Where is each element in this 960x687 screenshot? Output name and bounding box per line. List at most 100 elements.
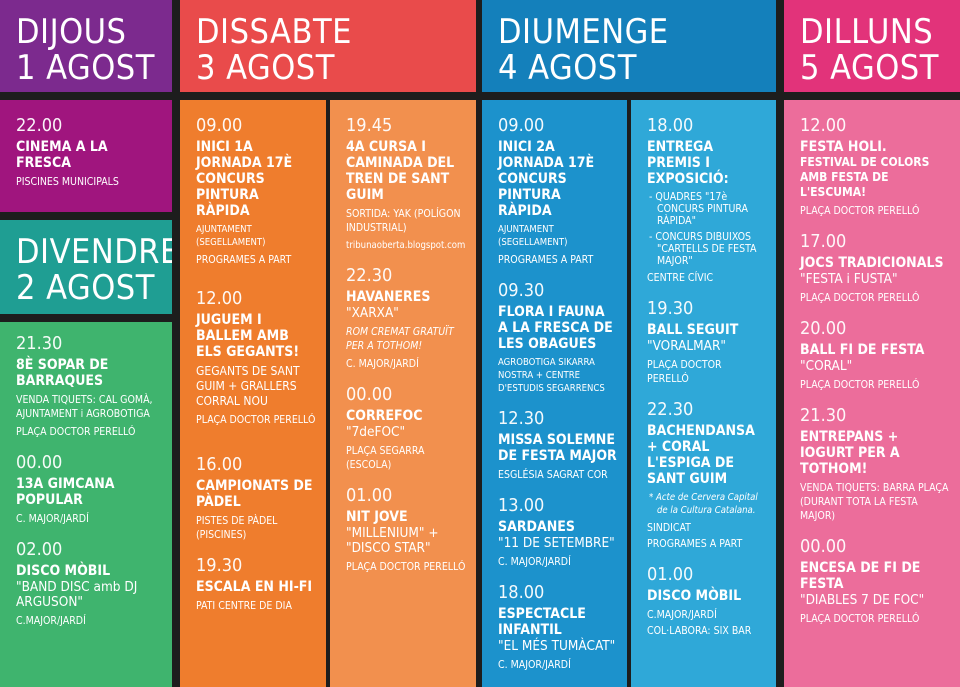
event-time: 12.30: [498, 408, 545, 429]
day-date: 5 AGOST: [800, 48, 939, 88]
event-subtitle: "MILLENIUM" + "DISCO STAR": [346, 525, 439, 556]
event-jocs-tradicionals: 17.00 JOCS TRADICIONALS "FESTA i FUSTA" …: [800, 232, 950, 305]
event-title: 4a CURSA i CAMINADA DEL TREN DE SANT GUI…: [346, 139, 455, 203]
event-subtitle: "11 DE SETEMBRE": [498, 535, 615, 551]
event-time: 19.45: [346, 115, 393, 136]
event-entrepans: 21.30 ENTREPANS + IOGURT PER A TOTHOM! V…: [800, 406, 950, 523]
event-sardanes: 13.00 SARDANES "11 DE SETEMBRE" C. MAJOR…: [498, 496, 617, 569]
event-title: JOCS TRADICIONALS: [800, 255, 944, 271]
event-title: JUGUEM i BALLEM AMB ELS GEGANTS!: [196, 312, 300, 360]
day-date: 1 AGOST: [16, 48, 155, 88]
event-time: 01.00: [346, 485, 393, 506]
event-title: DISCO MÒBIL: [647, 588, 742, 604]
event-location: PISTES DE PÀDEL (PISCINES): [196, 515, 278, 541]
event-disco-mobil: 02.00 DISCO MÒBIL "BAND DISC amb DJ ARGU…: [16, 540, 162, 628]
event-title: 8è SOPAR DE BARRAQUES: [16, 357, 109, 389]
event-cinema: 22.00 CINEMA A LA FRESCA PISCINES MUNICI…: [16, 116, 162, 189]
event-padel: 16.00 CAMPIONATS DE PÀDEL PISTES DE PÀDE…: [196, 455, 316, 542]
event-time: 22.00: [16, 115, 63, 136]
event-encesa: 00.00 ENCESA DE FI DE FESTA "DIABLES 7 D…: [800, 537, 950, 626]
event-ball-seguit: 19.30 BALL SEGUIT "VORALMAR" PLAÇA DOCTO…: [647, 299, 766, 386]
event-gegants: 12.00 JUGUEM i BALLEM AMB ELS GEGANTS! G…: [196, 289, 316, 427]
event-location: C.MAJOR/JARDÍ: [647, 609, 717, 621]
event-location: PLAÇA DOCTOR PERELLÓ: [647, 359, 722, 385]
event-festa-holi: 12.00 FESTA HOLI. FESTIVAL DE COLORS AMB…: [800, 116, 950, 218]
header-dijous: DIJOUS 1 AGOST: [0, 0, 172, 92]
event-location: PLAÇA DOCTOR PERELLÓ: [800, 379, 920, 391]
event-time: 21.30: [16, 333, 63, 354]
event-bullet: - CONCURS DIBUIXOS "CARTELLS DE FESTA MA…: [649, 231, 757, 267]
event-correfoc: 00.00 CORREFOC "7deFOC" PLAÇA SEGARRA (E…: [346, 385, 466, 472]
event-cursa: 19.45 4a CURSA i CAMINADA DEL TREN DE SA…: [346, 116, 466, 252]
event-location: PLAÇA DOCTOR PERELLÓ: [800, 292, 920, 304]
column-dijous: 22.00 CINEMA A LA FRESCA PISCINES MUNICI…: [0, 100, 172, 212]
event-nit-jove: 01.00 NIT JOVE "MILLENIUM" + "DISCO STAR…: [346, 486, 466, 574]
event-subtitle: "FESTA i FUSTA": [800, 271, 898, 287]
event-location: SINDICAT: [647, 522, 691, 534]
day-name: DILLUNS: [800, 12, 934, 52]
event-title: ENTREPANS + IOGURT PER A TOTHOM!: [800, 429, 900, 477]
event-detail: PROGRAMES A PART: [498, 254, 594, 266]
day-name: DIUMENGE: [498, 12, 669, 52]
event-title: HAVANERES: [346, 289, 431, 305]
day-name: DISSABTE: [196, 12, 352, 52]
event-title: FESTA HOLI.: [800, 139, 887, 155]
event-time: 19.30: [196, 555, 243, 576]
event-location: SORTIDA: YAK (POLÍGON INDUSTRIAL): [346, 208, 461, 234]
day-date: 4 AGOST: [498, 48, 637, 88]
event-time: 09.00: [498, 115, 545, 136]
event-time: 19.30: [647, 298, 694, 319]
event-time: 20.00: [800, 318, 847, 339]
event-title: ENTREGA PREMIS i EXPOSICIÓ:: [647, 139, 729, 187]
event-detail: PROGRAMES A PART: [647, 538, 743, 550]
day-name: DIVENDRES: [16, 232, 172, 272]
event-title-extra: FESTIVAL DE COLORS AMB FESTA DE L'ESCUMA…: [800, 155, 930, 199]
event-location: PLAÇA DOCTOR PERELLÓ: [16, 426, 136, 438]
event-time: 01.00: [647, 564, 694, 585]
event-subtitle: "XARXA": [346, 305, 399, 321]
event-title: BALL SEGUIT: [647, 322, 739, 338]
event-detail: PROGRAMES A PART: [196, 254, 292, 266]
column-dissabte-b: 19.45 4a CURSA i CAMINADA DEL TREN DE SA…: [330, 100, 476, 687]
event-detail: GEGANTS DE SANT GUIM + GRALLERS CORRAL N…: [196, 364, 300, 408]
event-time: 09.30: [498, 280, 545, 301]
event-link: tribunaoberta.blogspot.com: [346, 240, 466, 251]
event-location: PATI CENTRE DE DIA: [196, 600, 292, 612]
event-location: CENTRE CÍVIC: [647, 272, 714, 284]
event-note: * Acte de Cervera Capital de la Cultura …: [649, 492, 758, 516]
event-subtitle: "VORALMAR": [647, 338, 726, 354]
event-espectacle-infantil: 18.00 ESPECTACLE INFANTIL "EL MÉS TUMÀCA…: [498, 583, 617, 672]
event-detail: COL·LABORA: SIX BAR: [647, 625, 752, 637]
event-time: 21.30: [800, 405, 847, 426]
event-location: PISCINES MUNICIPALS: [16, 176, 119, 188]
day-date: 3 AGOST: [196, 48, 335, 88]
event-time: 22.30: [647, 399, 694, 420]
event-flora-fauna: 09.30 FLORA i FAUNA A LA FRESCA DE LES O…: [498, 281, 617, 395]
column-diumenge-a: 09.00 INICI 2a JORNADA 17è CONCURS PINTU…: [482, 100, 627, 687]
event-title: FLORA i FAUNA A LA FRESCA DE LES OBAGUES: [498, 304, 613, 352]
event-title: MISSA SOLEMNE DE FESTA MAJOR: [498, 432, 617, 464]
event-location: PLAÇA SEGARRA (ESCOLA): [346, 445, 425, 471]
event-location: PLAÇA DOCTOR PERELLÓ: [346, 561, 466, 573]
day-name: DIJOUS: [16, 12, 127, 52]
event-ball-fi-festa: 20.00 BALL FI DE FESTA "CORAL" PLAÇA DOC…: [800, 319, 950, 392]
event-escala-hifi: 19.30 ESCALA EN HI-FI PATI CENTRE DE DIA: [196, 556, 316, 613]
event-time: 02.00: [16, 539, 63, 560]
event-title: DISCO MÒBIL: [16, 563, 111, 579]
event-title: NIT JOVE: [346, 509, 408, 525]
event-title: SARDANES: [498, 519, 575, 535]
event-pintura-2: 09.00 INICI 2a JORNADA 17è CONCURS PINTU…: [498, 116, 617, 267]
event-location: PLAÇA DOCTOR PERELLÓ: [196, 414, 316, 426]
header-dilluns: DILLUNS 5 AGOST: [784, 0, 960, 92]
event-time: 16.00: [196, 454, 243, 475]
header-diumenge: DIUMENGE 4 AGOST: [482, 0, 776, 92]
event-note: ROM CREMAT GRATUÏT PER A TOTHOM!: [346, 326, 454, 352]
event-missa: 12.30 MISSA SOLEMNE DE FESTA MAJOR ESGLÉ…: [498, 409, 617, 482]
event-time: 00.00: [16, 452, 63, 473]
event-title: INICI 2a JORNADA 17è CONCURS PINTURA RÀP…: [498, 139, 595, 219]
event-time: 13.00: [498, 495, 545, 516]
event-title: ESCALA EN HI-FI: [196, 579, 313, 595]
event-time: 18.00: [647, 115, 694, 136]
event-location: C. MAJOR/JARDÍ: [498, 659, 571, 671]
event-sopar: 21.30 8è SOPAR DE BARRAQUES VENDA TIQUET…: [16, 334, 162, 439]
